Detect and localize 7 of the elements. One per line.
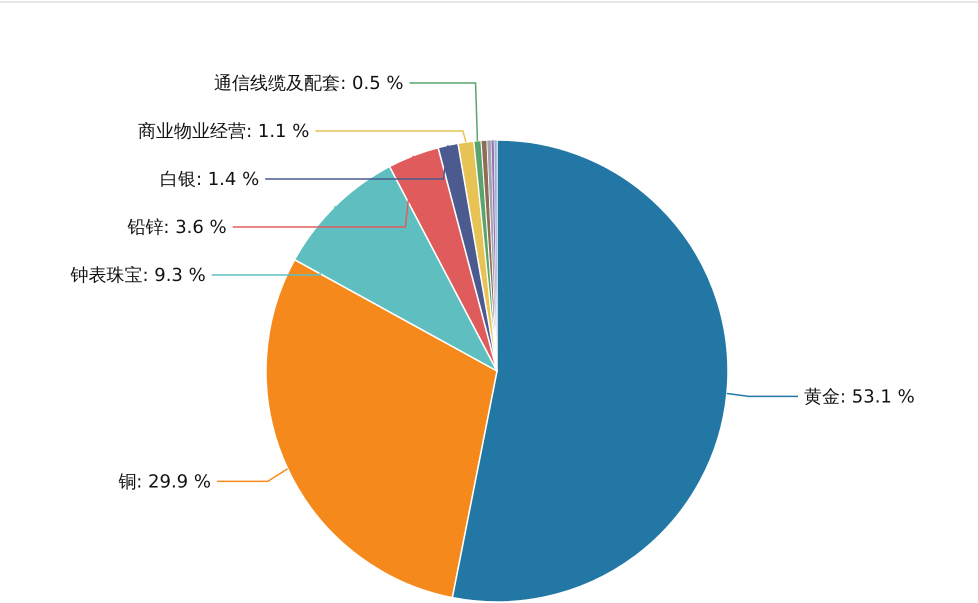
slice-label: 白银: 1.4 % <box>160 169 260 190</box>
slice-label: 铜: 29.9 % <box>117 471 211 492</box>
slice-label: 铅锌: 3.6 % <box>126 217 227 238</box>
slice-label: 黄金: 53.1 % <box>804 386 915 408</box>
slice-label: 钟表珠宝: 9.3 % <box>69 265 206 286</box>
slice-label: 通信线缆及配套: 0.5 % <box>214 73 404 94</box>
slice-label: 商业物业经营: 1.1 % <box>138 121 310 142</box>
